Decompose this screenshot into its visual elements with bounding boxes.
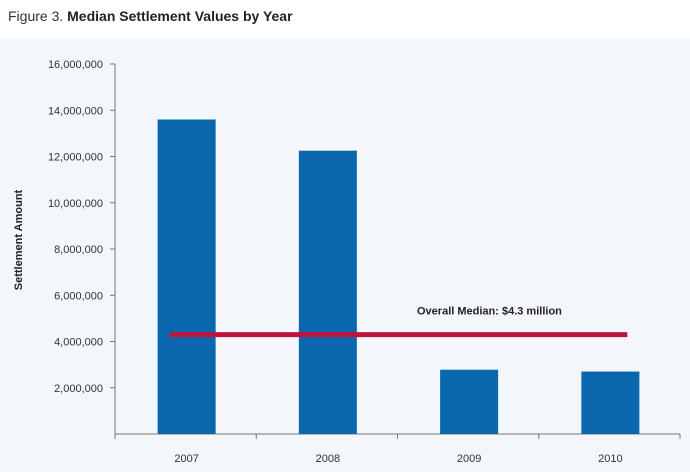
x-tick-label: 2009 (457, 453, 481, 465)
x-tick-label: 2010 (598, 453, 622, 465)
y-tick-label: 6,000,000 (54, 290, 103, 302)
bar-2010 (581, 371, 640, 434)
chart-title: Median Settlement Values by Year (67, 8, 293, 24)
y-tick-label: 4,000,000 (54, 337, 103, 349)
y-tick-label: 14,000,000 (48, 105, 103, 117)
bars: 2007 2008 2009 2010 (157, 119, 640, 465)
bar-2008 (298, 150, 357, 434)
y-axis-label: Settlement Amount (13, 189, 25, 290)
figure-title: Figure 3. Median Settlement Values by Ye… (8, 8, 293, 24)
figure-number: Figure 3. (8, 8, 64, 24)
bar-2009 (440, 369, 499, 434)
overall-median-label: Overall Median: $4.3 million (417, 306, 562, 318)
y-tick-label: 12,000,000 (48, 152, 103, 164)
axes: 2,000,000 4,000,000 6,000,000 8,000,000 10,0… (48, 59, 681, 439)
y-tick-label: 8,000,000 (54, 244, 103, 256)
y-tick-label: 10,000,000 (48, 198, 103, 210)
x-tick-label: 2008 (316, 453, 340, 465)
bar-2007 (157, 119, 216, 434)
y-tick-label: 2,000,000 (54, 383, 103, 395)
reference-line-group: Overall Median: $4.3 million (169, 306, 628, 338)
y-tick-label: 16,000,000 (48, 59, 103, 71)
x-tick-label: 2007 (174, 453, 198, 465)
